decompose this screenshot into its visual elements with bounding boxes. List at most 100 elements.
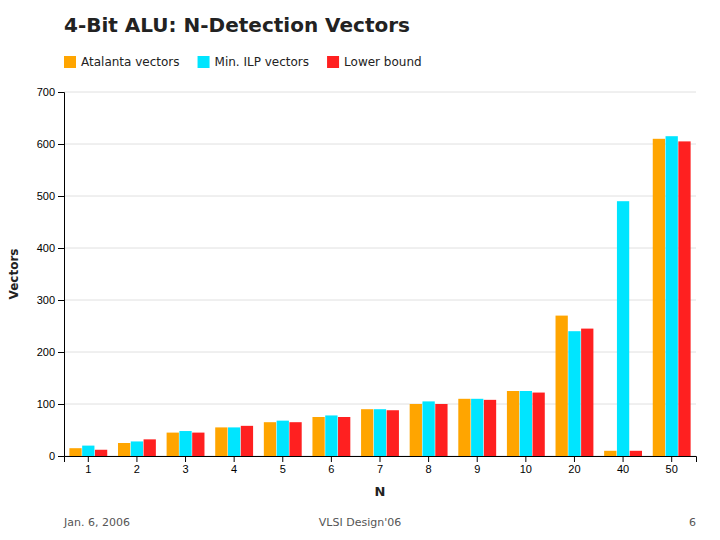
bar: [520, 391, 532, 456]
bar: [556, 316, 568, 456]
annotation: Jan. 6, 2006: [63, 516, 130, 529]
x-tick: 10: [520, 456, 532, 475]
tick-label: 1: [85, 463, 91, 475]
tick-mark: [671, 456, 672, 462]
legend-label: Min. ILP vectors: [215, 55, 310, 69]
axis-domain: [58, 93, 65, 457]
title: 4-Bit ALU: N-Detection Vectors: [64, 13, 410, 37]
tick-label: 600: [37, 138, 55, 150]
bar: [532, 393, 544, 456]
tick-label: 400: [37, 242, 55, 254]
plot: 0 100 200 300 400 500 600 700 1 2 3 4 5 6 7 8 9 10 20 40 50: [37, 86, 697, 475]
grid-line: [64, 196, 696, 197]
bar: [131, 441, 143, 456]
grid-line: [64, 144, 696, 145]
bar: [484, 400, 496, 456]
tick-mark: [136, 456, 137, 462]
y-axis: 0 100 200 300 400 500 600 700: [37, 86, 65, 462]
y-tick: 200: [37, 346, 64, 358]
tick-mark: [331, 456, 332, 462]
bar: [435, 404, 447, 456]
bar: [422, 401, 434, 456]
y-tick: 700: [37, 86, 64, 98]
x-tick: 50: [666, 456, 678, 475]
bar: [630, 451, 642, 456]
bar: [507, 391, 519, 456]
x-tick: 1: [85, 456, 91, 475]
tick-label: 20: [568, 463, 580, 475]
tick-mark: [58, 456, 64, 457]
y-tick: 600: [37, 138, 64, 150]
x-tick: 9: [474, 456, 480, 475]
tick-label: 8: [426, 463, 432, 475]
bars: [69, 136, 690, 456]
bar: [179, 431, 191, 456]
bar: [215, 427, 227, 456]
tick-label: 5: [280, 463, 286, 475]
y-tick: 0: [49, 450, 64, 462]
annotation: 6: [689, 516, 696, 529]
tick-mark: [623, 456, 624, 462]
bar: [289, 422, 301, 456]
legend-label: Atalanta vectors: [81, 55, 180, 69]
bar: [69, 448, 81, 456]
bar: [82, 446, 94, 456]
tick-label: 500: [37, 190, 55, 202]
grid-line: [64, 352, 696, 353]
tick-mark: [477, 456, 478, 462]
series: [95, 141, 691, 456]
bar: [144, 439, 156, 456]
tick-label: 2: [134, 463, 140, 475]
tick-mark: [282, 456, 283, 462]
bar: [410, 404, 422, 456]
tick-label: 6: [328, 463, 334, 475]
grid-line: [64, 300, 696, 301]
tick-label: 9: [474, 463, 480, 475]
bar: [568, 331, 580, 456]
bar: [228, 427, 240, 456]
annotation: VLSI Design'06: [319, 516, 401, 529]
tick-mark: [428, 456, 429, 462]
axis-domain: [65, 457, 697, 463]
bar: [666, 136, 678, 456]
y-tick: 400: [37, 242, 64, 254]
bar: [277, 421, 289, 456]
grid: [64, 92, 696, 456]
y-tick: 100: [37, 398, 64, 410]
x-tick: 5: [280, 456, 286, 475]
tick-mark: [380, 456, 381, 462]
x-tick: 40: [617, 456, 629, 475]
bar: [653, 139, 665, 456]
x-tick: 7: [377, 456, 383, 475]
y-axis-title: Vectors: [7, 249, 21, 300]
x-axis: 1 2 3 4 5 6 7 8 9 10 20 40 50: [65, 456, 697, 475]
y-tick: 500: [37, 190, 64, 202]
bar: [338, 417, 350, 456]
y-tick: 300: [37, 294, 64, 306]
tick-mark: [234, 456, 235, 462]
tick-mark: [58, 352, 64, 353]
tick-label: 700: [37, 86, 55, 98]
tick-mark: [58, 92, 64, 93]
x-tick: 2: [134, 456, 140, 475]
legend-swatch: [198, 56, 210, 68]
tick-mark: [58, 300, 64, 301]
series: [69, 139, 665, 456]
grid-line: [64, 404, 696, 405]
legend: Atalanta vectors Min. ILP vectors Lower bo…: [64, 55, 422, 69]
chart: 4-Bit ALU: N-Detection Vectors 0 100 200 300…: [0, 0, 720, 540]
x-tick: 3: [182, 456, 188, 475]
bar: [264, 422, 276, 456]
bar: [118, 443, 130, 456]
grid-line: [64, 248, 696, 249]
tick-mark: [58, 196, 64, 197]
bar: [471, 399, 483, 456]
tick-label: 100: [37, 398, 55, 410]
tick-label: 0: [49, 450, 55, 462]
tick-mark: [525, 456, 526, 462]
grid-line: [64, 92, 696, 93]
tick-mark: [185, 456, 186, 462]
tick-mark: [574, 456, 575, 462]
x-tick: 4: [231, 456, 237, 475]
legend-item: Lower bound: [327, 55, 422, 69]
